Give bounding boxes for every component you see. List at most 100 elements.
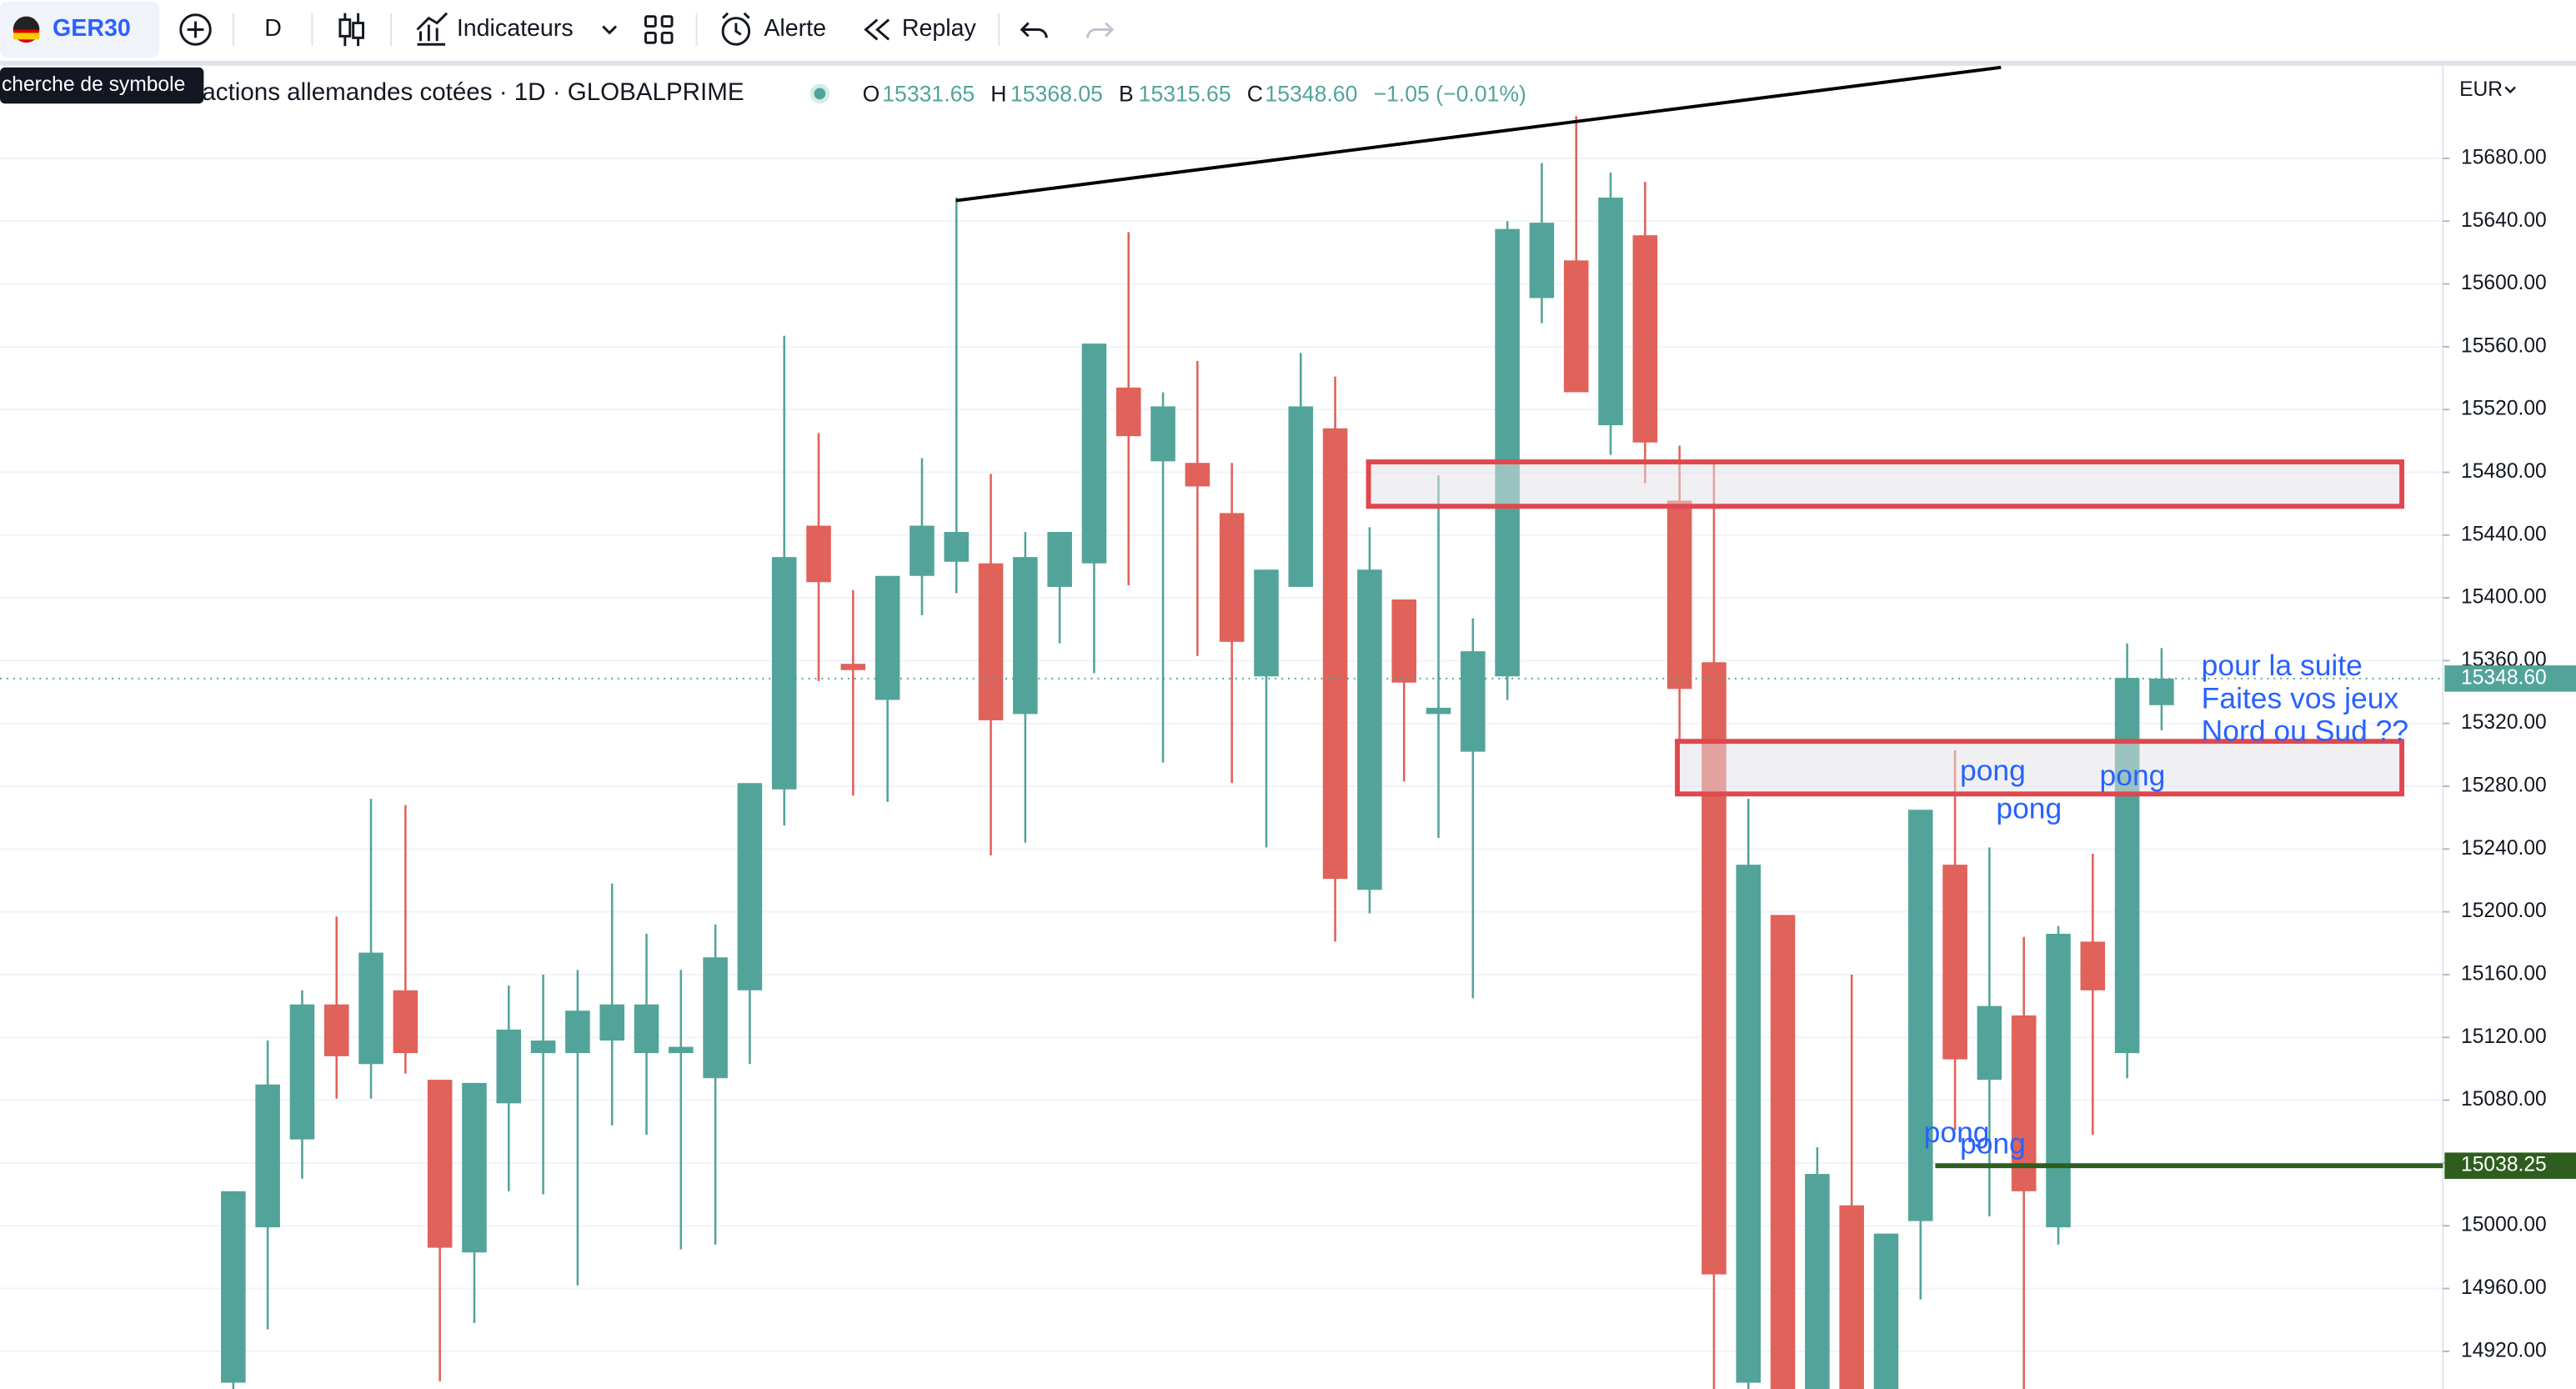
candle-body [2114, 678, 2140, 1054]
layout-icon[interactable] [644, 15, 674, 44]
legend-title: actions allemandes cotées · 1D · GLOBALP… [202, 78, 744, 106]
candle-body [1495, 228, 1520, 677]
candle-body [1013, 557, 1038, 715]
currency[interactable]: EUR [2459, 78, 2503, 101]
symbol[interactable]: GER30 [53, 15, 131, 42]
drawings [955, 65, 2405, 797]
tooltip [0, 67, 204, 104]
legend-change: −1.05 (−0.01%) [1373, 81, 1526, 106]
tooltip-text: cherche de symbole [2, 73, 185, 96]
redo-icon[interactable] [1086, 22, 1115, 38]
candle-body [1254, 569, 1279, 677]
candle-body [1598, 198, 1623, 426]
toolbar-border [0, 60, 2576, 66]
candle-body [221, 1191, 246, 1383]
zone-box[interactable] [1366, 459, 2405, 509]
candle-body [565, 1010, 590, 1054]
y-tick-label: 15280.00 [2461, 775, 2547, 797]
annotation[interactable]: pong [1924, 1116, 1990, 1149]
price-lines: 15348.60 15038.25 [0, 665, 2576, 1179]
y-tick-label: 15440.00 [2461, 523, 2547, 545]
y-tick-label: 15640.00 [2461, 209, 2547, 232]
annotation[interactable]: pong [2100, 759, 2166, 792]
candles [221, 116, 2174, 1389]
indicators-icon[interactable] [416, 12, 449, 46]
y-tick-label: 14960.00 [2461, 1276, 2547, 1299]
toolbar-bg [0, 0, 2576, 61]
candle-body [771, 557, 797, 790]
candle-body [2149, 678, 2174, 705]
candle-body [1288, 406, 1314, 587]
status-dot [814, 88, 826, 100]
y-tick-label: 15680.00 [2461, 146, 2547, 168]
y-tick-label: 15600.00 [2461, 272, 2547, 294]
candle-body [669, 1046, 694, 1054]
candle-body [840, 664, 866, 670]
y-tick-label: 15000.00 [2461, 1214, 2547, 1236]
currency-dropdown [2504, 86, 2516, 94]
candle-body [289, 1004, 315, 1140]
y-tick-label: 15520.00 [2461, 398, 2547, 420]
candle-body [1873, 1233, 1899, 1389]
replay-button[interactable]: Replay [902, 15, 977, 42]
candle-body [255, 1084, 280, 1228]
candle-body [1529, 223, 1555, 298]
legend-value: 15348.60 [1265, 81, 1357, 106]
legend-label: H [990, 81, 1006, 106]
annotation[interactable]: pong [1960, 754, 2026, 787]
annotations: pong pong pong pong pong pour la suite F… [1924, 649, 2408, 1161]
legend-value: 15331.65 [882, 81, 975, 106]
y-tick-label: 15160.00 [2461, 962, 2547, 985]
indicators-button[interactable]: Indicateurs [457, 15, 574, 42]
candle-body [1666, 500, 1692, 689]
alert-button[interactable]: Alerte [764, 15, 826, 42]
y-tick-label: 15400.00 [2461, 586, 2547, 609]
y-tick-label: 15320.00 [2461, 711, 2547, 734]
candle-body [1977, 1005, 2002, 1081]
undo-icon[interactable] [1020, 22, 1048, 38]
annotation[interactable]: pong [1996, 791, 2062, 825]
add-symbol-icon [187, 21, 204, 38]
flag [13, 33, 40, 40]
candle-body [806, 525, 831, 583]
symbol-button[interactable] [0, 1, 160, 58]
replay-icon[interactable] [864, 18, 890, 41]
candle-body [1563, 260, 1589, 393]
annotation[interactable]: pong [1960, 1127, 2026, 1161]
candle-body [2046, 934, 2071, 1228]
dropdown-icon[interactable] [602, 25, 618, 35]
price-label: 15038.25 [2461, 1154, 2547, 1176]
candle-body [427, 1080, 453, 1248]
candle-body [1839, 1205, 1864, 1389]
candle-body [462, 1082, 487, 1253]
interval[interactable]: D [264, 15, 282, 42]
legend: actions allemandes cotées · 1D · GLOBALP… [202, 78, 1526, 106]
zone-box[interactable] [1675, 739, 2405, 797]
candle-body [1770, 915, 1796, 1389]
flag [13, 16, 40, 30]
candle-body [1150, 406, 1175, 462]
candle-body [737, 783, 763, 990]
y-tick-label: 15200.00 [2461, 900, 2547, 922]
y-tick-label: 14920.00 [2461, 1339, 2547, 1361]
candle-body [496, 1029, 522, 1104]
price-label-bg [2444, 1152, 2576, 1179]
candle-body [634, 1004, 659, 1054]
candle-body [1736, 865, 1762, 1383]
candle-body [1426, 707, 1451, 715]
candle-body [1322, 428, 1348, 880]
candle-body [1115, 387, 1141, 437]
candle-body [703, 957, 728, 1079]
trend-line[interactable] [955, 65, 2002, 203]
add-symbol-icon[interactable] [179, 13, 212, 46]
annotation[interactable]: Faites vos jeux [2202, 681, 2399, 715]
price-label-bg [2444, 665, 2576, 692]
alert-icon[interactable] [721, 17, 751, 46]
annotation[interactable]: pour la suite [2202, 649, 2363, 682]
candle-body [944, 532, 970, 562]
annotation[interactable]: Nord ou Sud ?? [2202, 715, 2408, 748]
y-axis: 14920.0014960.0015000.0015040.0015080.00… [2443, 146, 2547, 1361]
